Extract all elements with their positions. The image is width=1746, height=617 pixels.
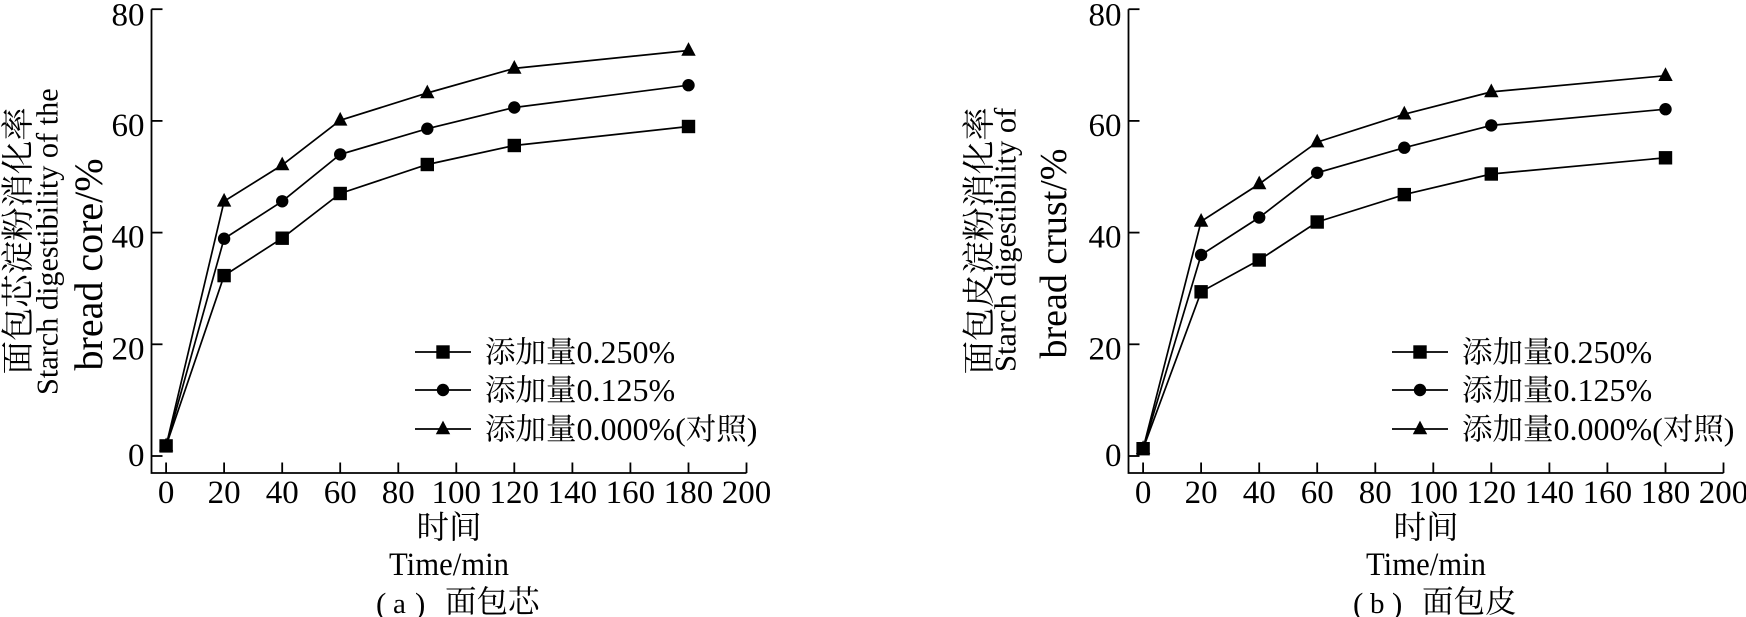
svg-text:160: 160 bbox=[1583, 475, 1633, 511]
svg-text:180: 180 bbox=[664, 475, 714, 511]
svg-text:0.125%: 0.125% bbox=[577, 372, 676, 408]
svg-text:160: 160 bbox=[606, 475, 656, 511]
svg-text:a: a bbox=[393, 588, 406, 617]
svg-text:20: 20 bbox=[112, 331, 145, 367]
svg-text:200: 200 bbox=[722, 475, 772, 511]
svg-text:b: b bbox=[1370, 588, 1385, 617]
svg-text:Time/min: Time/min bbox=[1366, 547, 1486, 583]
svg-text:20: 20 bbox=[208, 475, 241, 511]
svg-text:60: 60 bbox=[112, 108, 145, 144]
svg-text:0.000%: 0.000% bbox=[577, 411, 676, 447]
svg-text:Time/min: Time/min bbox=[389, 547, 509, 583]
svg-text:60: 60 bbox=[1301, 475, 1334, 511]
svg-text:40: 40 bbox=[1089, 220, 1122, 256]
svg-text:80: 80 bbox=[1089, 0, 1122, 34]
svg-text:100: 100 bbox=[1409, 475, 1459, 511]
svg-text:0: 0 bbox=[128, 438, 145, 474]
svg-text:100: 100 bbox=[432, 475, 482, 511]
svg-text:0.250%: 0.250% bbox=[577, 334, 676, 370]
svg-text:40: 40 bbox=[1243, 475, 1276, 511]
svg-text:): ) bbox=[415, 586, 425, 617]
svg-text:40: 40 bbox=[112, 220, 145, 256]
svg-text:(: ( bbox=[675, 411, 686, 447]
svg-text:60: 60 bbox=[1089, 108, 1122, 144]
svg-text:80: 80 bbox=[382, 475, 415, 511]
svg-text:0.250%: 0.250% bbox=[1554, 334, 1653, 370]
svg-text:80: 80 bbox=[112, 0, 145, 34]
svg-text:Starch digestibility of: Starch digestibility of bbox=[989, 107, 1023, 372]
svg-text:): ) bbox=[1392, 586, 1402, 617]
svg-text:60: 60 bbox=[324, 475, 357, 511]
svg-text:80: 80 bbox=[1359, 475, 1392, 511]
svg-text:40: 40 bbox=[266, 475, 299, 511]
svg-text:): ) bbox=[1724, 411, 1735, 447]
svg-text:(: ( bbox=[376, 586, 386, 617]
svg-text:bread crust/%: bread crust/% bbox=[1033, 149, 1075, 359]
svg-text:180: 180 bbox=[1641, 475, 1691, 511]
svg-text:0: 0 bbox=[1135, 475, 1152, 511]
svg-text:200: 200 bbox=[1699, 475, 1746, 511]
svg-text:0: 0 bbox=[1105, 438, 1122, 474]
svg-text:0.000%: 0.000% bbox=[1554, 411, 1653, 447]
svg-text:(: ( bbox=[1652, 411, 1663, 447]
svg-text:20: 20 bbox=[1089, 331, 1122, 367]
svg-text:20: 20 bbox=[1185, 475, 1218, 511]
svg-text:(: ( bbox=[1353, 586, 1363, 617]
svg-text:140: 140 bbox=[548, 475, 598, 511]
svg-text:0.125%: 0.125% bbox=[1554, 372, 1653, 408]
svg-text:120: 120 bbox=[490, 475, 540, 511]
svg-text:0: 0 bbox=[158, 475, 175, 511]
svg-text:Starch digestibility of the: Starch digestibility of the bbox=[31, 88, 65, 395]
svg-text:bread core/%: bread core/% bbox=[66, 158, 111, 370]
svg-text:140: 140 bbox=[1525, 475, 1575, 511]
svg-text:120: 120 bbox=[1467, 475, 1517, 511]
svg-text:): ) bbox=[747, 411, 758, 447]
